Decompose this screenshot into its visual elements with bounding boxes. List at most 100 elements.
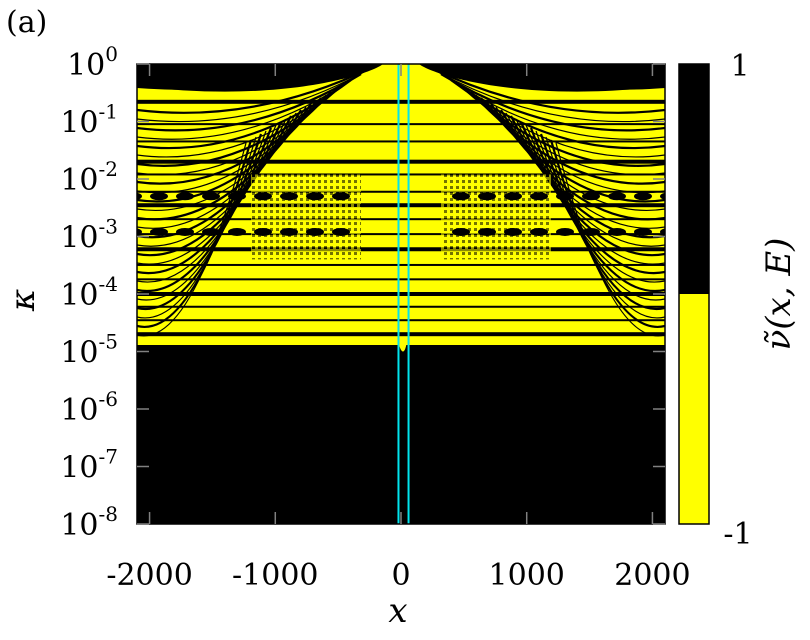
colorbar-tick-min: -1	[723, 517, 752, 552]
heatmap-band	[137, 332, 665, 337]
heatmap-lobe	[530, 192, 548, 201]
heatmap-band	[137, 99, 665, 104]
heatmap-lobe	[306, 227, 324, 236]
y-tick-exponent: -6	[99, 387, 118, 411]
heatmap-band	[137, 305, 665, 308]
y-tick-label: 10-1	[60, 100, 118, 141]
heatmap-band	[137, 203, 665, 208]
heatmap-dense-zone-right	[441, 174, 551, 260]
y-tick-label: 10-6	[60, 387, 118, 428]
x-tick-label: -2000	[106, 558, 192, 593]
heatmap-lobe	[150, 192, 168, 201]
y-tick-exponent: -2	[99, 157, 118, 181]
heatmap-lobe	[478, 192, 496, 201]
colorbar-low-segment	[679, 294, 709, 524]
y-tick-label: 10-7	[60, 445, 118, 486]
heatmap-fringe-arc	[519, 121, 665, 275]
y-tick-label: 10-8	[60, 502, 118, 543]
y-tick-label: 10-5	[60, 330, 118, 371]
heatmap-lobe	[306, 192, 324, 201]
x-tick-label: -1000	[232, 558, 318, 593]
heatmap-lobe	[176, 227, 194, 236]
y-tick-label: 10-4	[60, 272, 118, 313]
heatmap-lobe	[660, 228, 665, 236]
heatmap-fringe-arc	[137, 109, 302, 239]
heatmap-fringe-arc	[545, 136, 665, 319]
y-tick-label: 100	[67, 42, 118, 83]
heatmap-lobe	[228, 227, 246, 236]
heatmap-fringe-arc	[137, 103, 312, 221]
heatmap-band	[137, 123, 665, 126]
y-tick-exponent: -3	[99, 215, 118, 239]
heatmap-band	[137, 159, 665, 164]
heatmap-lobe	[608, 227, 626, 236]
heatmap-fringe-arc	[500, 109, 665, 239]
heatmap-fringe-arc	[435, 70, 665, 123]
heatmap-fringe-arc	[137, 70, 367, 123]
heatmap-fringe-arc	[555, 142, 665, 337]
heatmap-fringe-arc	[510, 115, 665, 257]
heatmap-band	[137, 292, 665, 296]
heatmap-fringe-arc	[137, 73, 362, 132]
heatmap-lobe	[280, 192, 298, 201]
y-tick-label: 10-3	[60, 215, 118, 256]
heatmap-lobe	[582, 192, 600, 201]
heatmap-lobe	[254, 192, 272, 201]
heatmap-fringe-arc	[505, 112, 665, 247]
x-tick-label: 2000	[614, 558, 690, 593]
heatmap-band	[137, 319, 665, 322]
heatmap-lobe	[150, 227, 168, 236]
heatmap-lobe	[452, 227, 470, 236]
y-tick-exponent: -1	[99, 100, 118, 124]
heatmap-lobe	[556, 227, 574, 236]
y-tick-exponent: -8	[99, 502, 118, 526]
heatmap-fringe-arc	[137, 112, 297, 247]
heatmap-fringe-arc	[137, 136, 257, 319]
colorbar: 1 -1 ν̃(x, E)	[678, 49, 799, 552]
heatmap-central-spike	[397, 340, 409, 352]
heatmap-fringe-arc	[525, 124, 665, 283]
heatmap-fringe-arc	[137, 142, 247, 337]
heatmap-lobe	[556, 192, 574, 201]
heatmap-fringe-arc	[440, 73, 665, 132]
heatmap-band	[137, 190, 665, 193]
heatmap-lobe	[504, 192, 522, 201]
y-tick-label: 10-2	[60, 157, 118, 198]
heatmap-band	[137, 278, 665, 281]
heatmap-lobe	[280, 227, 298, 236]
heatmap-fringe-arc	[430, 67, 665, 114]
heatmap-lobe	[608, 192, 626, 201]
heatmap-lobe	[254, 227, 272, 236]
heatmap-fringe-arc	[137, 124, 277, 283]
x-axis-label: x	[388, 591, 407, 631]
heatmap-fringe-arc	[490, 103, 665, 221]
y-tick-exponent: -4	[99, 272, 118, 296]
heatmap-lobe	[530, 227, 548, 236]
heatmap-lobe	[137, 192, 142, 200]
heatmap-lobe	[582, 227, 600, 236]
x-axis-ticks: -2000 -1000 0 1000 2000	[106, 64, 691, 593]
heatmap-lobe	[202, 227, 220, 236]
heatmap-fringe-arc	[137, 133, 263, 311]
heatmap-lobe	[634, 192, 652, 201]
heatmap-dense-zone-left	[251, 174, 361, 260]
heatmap-fringe-arc	[137, 127, 273, 293]
x-tick-label: 1000	[489, 558, 565, 593]
y-tick-exponent: -7	[99, 445, 118, 469]
plot-area	[137, 64, 665, 524]
panel-label: (a)	[6, 5, 47, 40]
heatmap-band	[137, 263, 665, 266]
heatmap-lobe	[228, 192, 246, 201]
colorbar-tick-max: 1	[730, 49, 749, 84]
y-tick-exponent: -5	[99, 330, 118, 354]
heatmap-fringe-arc	[137, 67, 372, 114]
heatmap-lobe	[137, 228, 142, 236]
heatmap-black-cap-left	[137, 64, 361, 90]
heatmap-fringe-arc	[539, 133, 665, 311]
heatmap-band	[137, 218, 665, 221]
colorbar-frame	[678, 63, 710, 525]
heatmap-fringe-arc	[529, 127, 665, 293]
heatmap-fringe-arc	[137, 130, 267, 301]
y-axis-label: κ	[3, 289, 43, 312]
